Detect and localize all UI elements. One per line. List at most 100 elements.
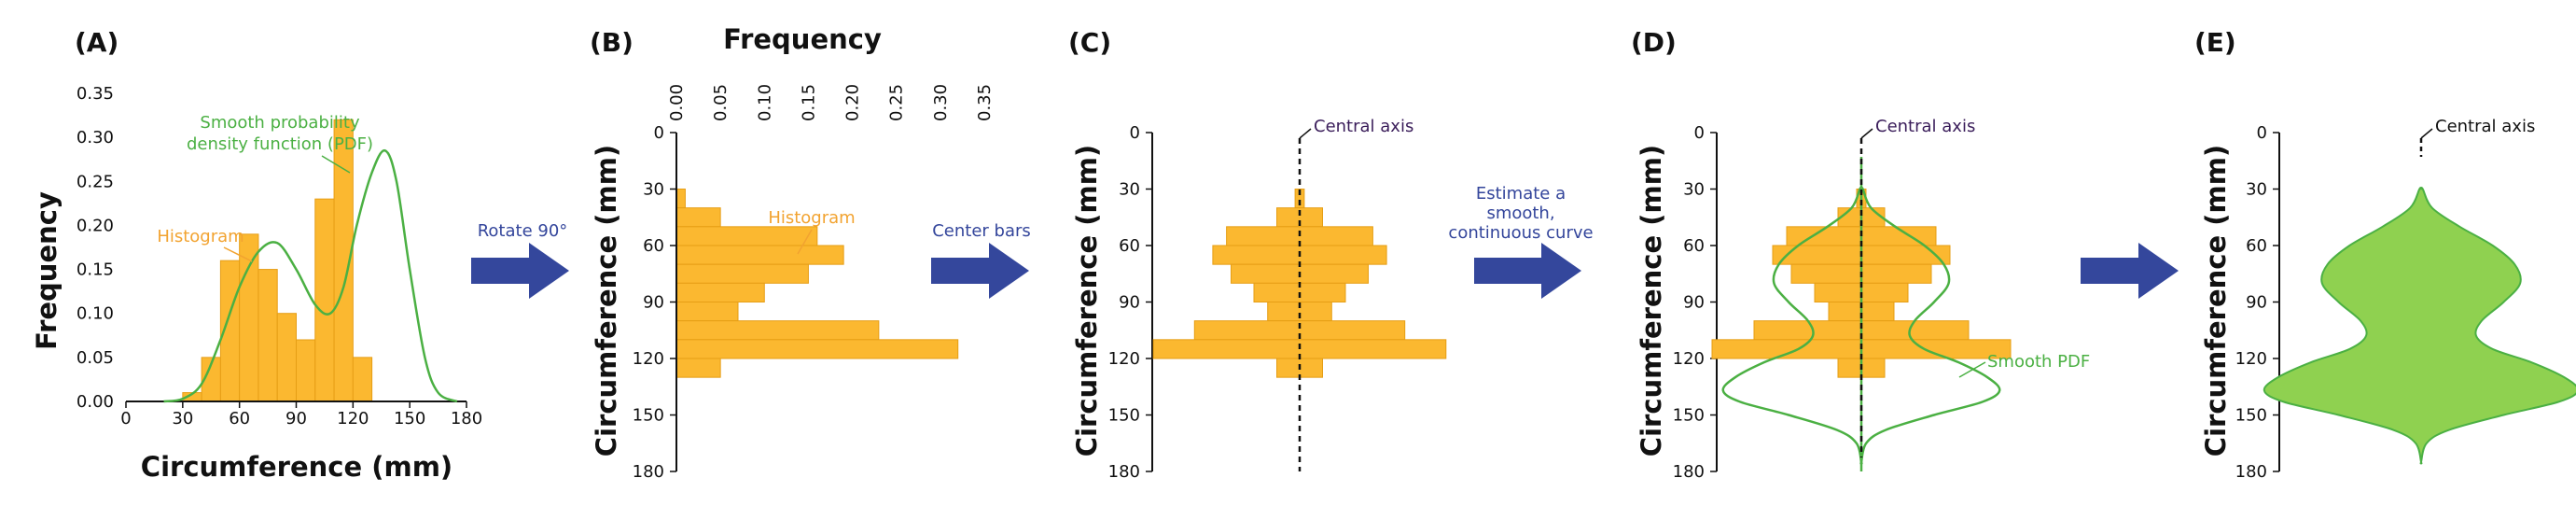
- panel-b-ytick: 150: [633, 406, 664, 426]
- panelc-ytick: 120: [1108, 349, 1140, 369]
- panel-b-xtick: 0.20: [843, 84, 863, 121]
- panel-a-histogram: [182, 119, 373, 402]
- panel-a-pdf-leader: [321, 155, 351, 174]
- panel-a-pdf-label-2: density function (PDF): [187, 134, 373, 154]
- panel-b-ylabel: Circumference (mm): [591, 145, 622, 457]
- panel-b-bar: [675, 245, 844, 265]
- panelc-ytick: 0: [1130, 123, 1140, 143]
- panelc-ytick: 30: [1119, 180, 1140, 200]
- panel-a-xtick: 180: [451, 409, 482, 429]
- panel-b-xtick: 0.30: [931, 84, 951, 121]
- panel-a-ylabel: Frequency: [31, 191, 63, 350]
- panel-e-axis-label: Central axis: [2435, 117, 2535, 136]
- panele-ytick: 180: [2235, 462, 2267, 482]
- panel-b-bar: [675, 302, 739, 322]
- panel-e-yticks: 0 30 60 90 120 150 180: [2235, 123, 2279, 482]
- panel-e-violin-shape: [2263, 187, 2576, 465]
- panel-a-hist-leader: [223, 246, 253, 262]
- panel-b-ytick: 120: [633, 349, 664, 369]
- panel-a-ytick: 0.10: [77, 304, 114, 324]
- panel-b: (B) Frequency Circumference (mm) 0.00 0.0…: [590, 23, 995, 482]
- panel-b-bar: [675, 207, 721, 228]
- panel-a-bar: [276, 313, 298, 402]
- panel-b-xtick: 0.15: [799, 84, 818, 121]
- arrow-final-shape: [2081, 243, 2179, 299]
- panel-c-letter: (C): [1068, 27, 1111, 58]
- panel-a-ytick: 0.20: [77, 216, 114, 235]
- panel-a-ytick: 0.05: [77, 348, 114, 368]
- panel-a-xtick: 90: [285, 409, 307, 429]
- paneld-ytick: 180: [1673, 462, 1705, 482]
- panele-ytick: 150: [2235, 406, 2267, 426]
- panel-a: (A) Frequency Circumference (mm) 0.000.0…: [31, 27, 482, 483]
- panel-e-ylabel: Circumference (mm): [2200, 145, 2232, 457]
- panel-d-yticks: 0 30 60 90 120 150 180: [1673, 123, 1717, 482]
- panel-a-bar: [296, 339, 316, 402]
- panel-d-pdf-label: Smooth PDF: [1987, 352, 2090, 372]
- panelc-ytick: 180: [1108, 462, 1140, 482]
- panelc-ytick: 150: [1108, 406, 1140, 426]
- panel-d-axis-leader: [1860, 128, 1873, 139]
- paneld-ytick: 30: [1683, 180, 1705, 200]
- arrow-center-shape: [931, 243, 1029, 299]
- panel-b-bar: [675, 358, 721, 378]
- panel-a-hist-label: Histogram: [157, 227, 244, 246]
- panel-b-xticks: 0.00 0.05 0.10 0.15 0.20 0.25 0.30 0.35: [667, 84, 995, 121]
- panel-b-xtick: 0.25: [887, 84, 907, 121]
- panel-c: (C) Circumference (mm) 0306090120150180 …: [1068, 27, 1447, 482]
- panel-a-pdf-label-1: Smooth probability: [200, 113, 360, 133]
- panel-a-ytick: 0.25: [77, 172, 114, 191]
- panel-b-xtick: 0.10: [755, 84, 774, 121]
- panele-ytick: 120: [2235, 349, 2267, 369]
- panel-a-letter: (A): [75, 27, 118, 58]
- panel-b-bar: [675, 320, 880, 341]
- panelc-ytick: 60: [1119, 236, 1140, 256]
- paneld-ytick: 0: [1694, 123, 1705, 143]
- arrow-smooth-label-3: continuous curve: [1448, 223, 1593, 243]
- arrow-smooth: Estimate a smooth, continuous curve: [1448, 184, 1594, 299]
- panel-d-letter: (D): [1631, 27, 1677, 58]
- panel-b-bar: [675, 263, 809, 284]
- panelc-ytick: 90: [1119, 293, 1140, 313]
- panel-c-axis-leader: [1299, 128, 1312, 139]
- arrow-smooth-label-1: Estimate a: [1476, 184, 1566, 204]
- arrow-rotate: Rotate 90°: [471, 221, 569, 299]
- panel-c-axis-label: Central axis: [1314, 117, 1413, 136]
- panel-d-pdf-leader: [1958, 361, 1986, 378]
- panel-b-xtick: 0.00: [667, 84, 687, 121]
- panel-e-letter: (E): [2194, 27, 2236, 58]
- arrow-final: [2081, 243, 2179, 299]
- panel-a-ytick: 0.15: [77, 260, 114, 280]
- paneld-ytick: 90: [1683, 293, 1705, 313]
- panel-b-xlabel: Frequency: [723, 23, 882, 55]
- panel-b-xtick: 0.35: [975, 84, 995, 121]
- panel-b-bar: [675, 282, 765, 303]
- panel-b-ytick: 60: [643, 236, 664, 256]
- panel-b-ytick: 180: [633, 462, 664, 482]
- panel-c-ylabel: Circumference (mm): [1071, 145, 1103, 457]
- panel-b-yticks: 0 30 60 90 120 150 180: [633, 123, 676, 482]
- arrow-rotate-shape: [471, 243, 569, 299]
- panel-b-bar: [675, 339, 959, 359]
- panel-a-xticks: 0 30 60 90 120 150 180: [120, 401, 482, 429]
- arrow-center-label: Center bars: [932, 221, 1031, 241]
- panel-b-letter: (B): [590, 27, 634, 58]
- panel-b-ytick: 0: [654, 123, 664, 143]
- panel-a-bar: [314, 198, 335, 402]
- panel-b-bar: [675, 226, 818, 246]
- panel-a-xtick: 30: [172, 409, 193, 429]
- panel-a-yticks: 0.00 0.05 0.10 0.15 0.20 0.25 0.30 0.35: [77, 84, 114, 412]
- panel-c-yticks: 0 30 60 90 120 150 180: [1108, 123, 1152, 482]
- panel-a-bar: [258, 269, 278, 402]
- panel-a-xlabel: Circumference (mm): [141, 451, 453, 483]
- arrow-rotate-label: Rotate 90°: [478, 221, 568, 241]
- panel-b-histogram: [675, 189, 959, 378]
- panel-a-ytick: 0.35: [77, 84, 114, 104]
- arrow-center: Center bars: [931, 221, 1031, 299]
- panele-ytick: 0: [2257, 123, 2267, 143]
- panel-e-axis-leader: [2420, 128, 2433, 139]
- panele-ytick: 30: [2246, 180, 2267, 200]
- paneld-ytick: 60: [1683, 236, 1705, 256]
- panel-d-axis-label: Central axis: [1875, 117, 1975, 136]
